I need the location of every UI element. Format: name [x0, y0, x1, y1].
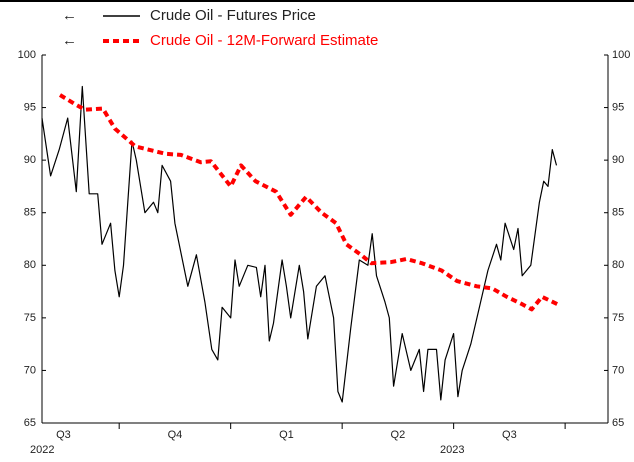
year-label: 2023 [440, 444, 464, 456]
y-tick-label: 65 [24, 417, 36, 429]
series-line [58, 93, 559, 312]
y-tick-label: 75 [24, 312, 36, 324]
y2-tick-label: 65 [612, 417, 624, 429]
x-tick-label: Q3 [502, 429, 517, 441]
y2-tick-label: 75 [612, 312, 624, 324]
y-tick-label: 100 [18, 49, 36, 61]
y2-tick-label: 80 [612, 259, 624, 271]
y-tick-label: 95 [24, 101, 36, 113]
legend-label: Crude Oil - 12M-Forward Estimate [150, 32, 378, 49]
y-tick-label: 90 [24, 154, 36, 166]
y2-tick-label: 70 [612, 364, 624, 376]
x-tick-label: Q3 [56, 429, 71, 441]
legend-label: Crude Oil - Futures Price [150, 7, 316, 24]
x-tick-label: Q2 [391, 429, 406, 441]
x-tick-label: Q1 [279, 429, 294, 441]
year-label: 2022 [30, 444, 54, 456]
series-line [41, 85, 558, 403]
legend-arrow: ← [62, 32, 77, 49]
y-tick-label: 70 [24, 364, 36, 376]
y2-tick-label: 100 [612, 49, 630, 61]
y-tick-label: 80 [24, 259, 36, 271]
y2-tick-label: 90 [612, 154, 624, 166]
x-tick-label: Q4 [168, 429, 183, 441]
y2-tick-label: 85 [612, 207, 624, 219]
legend-arrow: ← [62, 7, 77, 24]
y-tick-label: 85 [24, 207, 36, 219]
y2-tick-label: 95 [612, 101, 624, 113]
